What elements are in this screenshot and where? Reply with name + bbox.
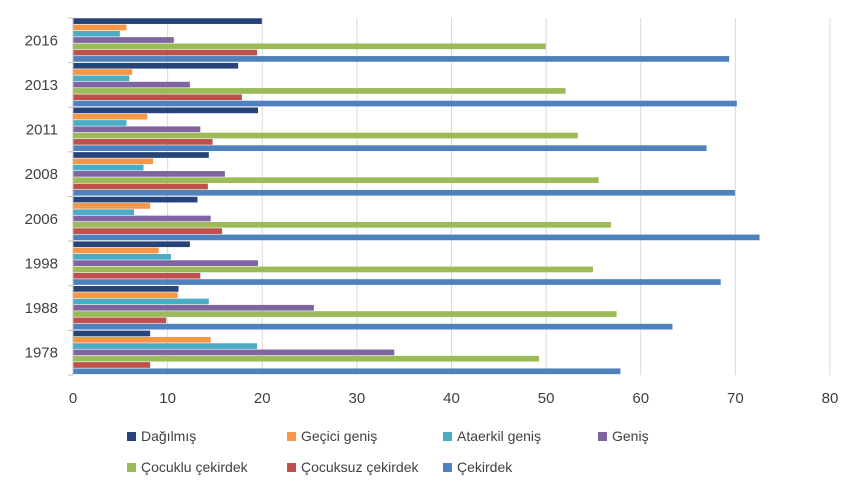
category-label: 1988 (25, 300, 58, 317)
bar (73, 56, 730, 62)
bar (73, 253, 171, 260)
axes: 0 10 20 30 40 50 60 70 80 1978 1988 1998 2006 2008 201… (25, 17, 839, 407)
bar (73, 221, 611, 228)
bar (73, 152, 209, 158)
bar (73, 330, 151, 337)
bar (73, 177, 599, 184)
bar (73, 120, 127, 126)
bar (73, 241, 190, 248)
bar (73, 323, 673, 330)
bar (73, 132, 578, 139)
legend-label: Çocuklu çekirdek (141, 459, 249, 475)
bar (73, 49, 258, 56)
legend-swatch (127, 432, 136, 441)
category-label: 2006 (25, 211, 58, 228)
bar (73, 158, 153, 165)
legend-swatch (287, 463, 296, 472)
x-tick-label: 40 (443, 390, 460, 407)
bar (73, 171, 225, 177)
bar (73, 183, 208, 190)
bar (73, 196, 198, 203)
legend-label: Çocuksuz çekirdek (301, 459, 419, 475)
bar (73, 317, 167, 324)
bar (73, 62, 239, 69)
bar (73, 279, 721, 285)
legend-swatch (443, 432, 452, 441)
category-label: 2011 (26, 122, 58, 139)
bar (73, 37, 174, 43)
x-tick-label: 10 (159, 390, 176, 407)
bar (73, 272, 201, 279)
bar (73, 234, 760, 241)
bar (73, 139, 213, 145)
bar (73, 209, 135, 216)
bar (73, 311, 617, 317)
bar (73, 368, 621, 375)
legend-label: Geçici geniş (301, 428, 377, 444)
bar (73, 298, 209, 305)
bar (73, 43, 546, 50)
bar (73, 24, 127, 31)
legend-label: Geniş (612, 428, 649, 444)
bar (73, 145, 707, 152)
x-tick-label: 50 (538, 390, 555, 407)
bar (73, 164, 144, 171)
category-label: 2013 (25, 77, 58, 94)
x-tick-label: 70 (727, 390, 744, 407)
bar (73, 260, 259, 266)
x-tick-label: 0 (69, 390, 77, 407)
legend-label: Çekirdek (457, 459, 513, 475)
x-tick-label: 80 (822, 390, 839, 407)
bar (73, 349, 395, 356)
bar (73, 247, 159, 254)
category-label: 1978 (25, 345, 58, 362)
bar (73, 343, 258, 349)
x-tick-label: 20 (254, 390, 271, 407)
bar (73, 69, 133, 75)
bar (73, 228, 223, 234)
bar (73, 266, 593, 273)
bar (73, 126, 201, 133)
bar (73, 362, 151, 368)
bar (73, 100, 737, 107)
bar (73, 189, 735, 196)
legend-label: Ataerkil geniş (457, 428, 541, 444)
legend-swatch (598, 432, 607, 441)
legend-swatch (443, 463, 452, 472)
bars (73, 18, 760, 375)
bar (73, 355, 540, 362)
bar (73, 286, 179, 292)
x-tick-label: 60 (632, 390, 649, 407)
x-tick-label: 30 (349, 390, 366, 407)
category-label: 1998 (25, 255, 58, 272)
bar (73, 107, 259, 114)
legend: Dağılmış Geçici geniş Ataerkil geniş Geniş Ç… (127, 428, 649, 475)
bar (73, 304, 314, 311)
bar (73, 215, 211, 222)
bar (73, 75, 130, 82)
category-label: 2016 (25, 32, 58, 49)
bar (73, 292, 178, 299)
grid-lines (167, 18, 831, 375)
legend-swatch (127, 463, 136, 472)
bar (73, 18, 262, 24)
category-label: 2008 (25, 166, 58, 183)
legend-swatch (287, 432, 296, 441)
bar (73, 203, 151, 209)
bar (73, 336, 211, 343)
bar (73, 113, 148, 120)
legend-label: Dağılmış (141, 428, 196, 444)
bar (73, 81, 190, 88)
bar (73, 94, 242, 101)
bar (73, 30, 120, 37)
bar (73, 88, 566, 94)
